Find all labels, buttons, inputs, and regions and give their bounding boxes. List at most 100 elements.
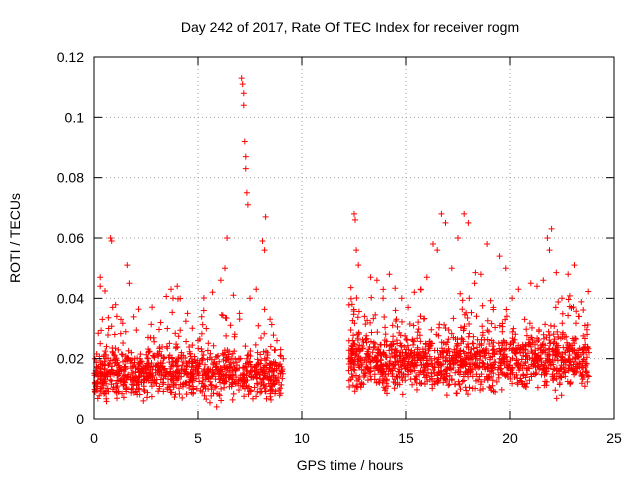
data-point bbox=[394, 374, 401, 381]
data-point bbox=[398, 343, 405, 350]
data-point bbox=[231, 331, 238, 338]
data-point bbox=[199, 348, 205, 355]
data-point bbox=[160, 388, 167, 395]
data-point bbox=[121, 363, 128, 370]
data-point bbox=[183, 379, 190, 386]
data-point bbox=[111, 331, 118, 338]
data-point bbox=[188, 358, 195, 365]
data-point bbox=[175, 333, 182, 340]
data-point bbox=[445, 336, 452, 343]
data-point bbox=[92, 389, 98, 395]
data-point bbox=[495, 374, 502, 381]
data-point bbox=[422, 381, 428, 388]
data-point bbox=[577, 369, 584, 376]
data-point bbox=[484, 375, 491, 382]
data-point bbox=[523, 332, 530, 339]
data-point bbox=[355, 308, 362, 315]
data-point bbox=[205, 340, 212, 347]
data-point bbox=[353, 384, 360, 391]
data-point bbox=[216, 376, 223, 383]
data-point bbox=[102, 362, 109, 369]
data-point bbox=[378, 341, 384, 348]
data-point bbox=[353, 295, 360, 301]
data-point bbox=[222, 314, 229, 321]
data-point bbox=[279, 375, 286, 382]
data-point bbox=[419, 346, 426, 353]
data-point bbox=[123, 376, 130, 383]
data-point bbox=[368, 376, 375, 383]
data-point bbox=[584, 354, 590, 361]
data-point bbox=[382, 371, 389, 378]
data-point bbox=[476, 373, 483, 380]
data-point bbox=[538, 361, 545, 368]
data-point bbox=[142, 362, 149, 369]
data-point bbox=[578, 380, 585, 387]
data-point bbox=[579, 376, 586, 383]
data-point bbox=[347, 284, 354, 291]
data-point bbox=[415, 319, 422, 326]
data-point bbox=[366, 359, 373, 366]
data-point bbox=[95, 373, 102, 380]
data-point bbox=[239, 375, 246, 382]
data-point bbox=[154, 360, 161, 367]
data-point bbox=[188, 375, 195, 381]
data-point bbox=[354, 377, 360, 384]
data-point bbox=[160, 375, 167, 382]
data-point bbox=[384, 390, 390, 397]
data-point bbox=[149, 304, 156, 311]
data-point bbox=[137, 358, 144, 365]
data-point bbox=[443, 348, 450, 355]
data-point bbox=[351, 356, 358, 363]
data-point bbox=[397, 332, 404, 339]
data-point bbox=[420, 354, 426, 361]
data-point bbox=[490, 304, 497, 311]
data-point bbox=[144, 394, 150, 401]
data-point bbox=[222, 265, 228, 272]
data-point bbox=[174, 344, 181, 351]
data-point bbox=[360, 339, 367, 345]
data-point bbox=[351, 388, 358, 395]
data-point bbox=[183, 338, 190, 345]
data-point bbox=[542, 321, 549, 328]
data-point bbox=[394, 352, 401, 359]
data-point bbox=[157, 364, 164, 371]
data-point bbox=[364, 377, 371, 384]
data-point bbox=[581, 344, 588, 351]
data-point bbox=[257, 366, 264, 373]
data-point bbox=[440, 349, 447, 356]
data-point bbox=[497, 362, 504, 369]
data-point bbox=[424, 355, 431, 362]
data-point bbox=[156, 383, 163, 390]
data-point bbox=[94, 395, 101, 402]
data-point bbox=[376, 349, 383, 356]
data-point bbox=[227, 322, 234, 329]
data-point bbox=[533, 354, 540, 361]
data-point bbox=[148, 321, 155, 328]
data-point bbox=[422, 340, 429, 347]
data-point bbox=[435, 324, 442, 331]
data-point bbox=[526, 354, 533, 361]
data-point bbox=[437, 360, 444, 367]
data-point bbox=[578, 298, 585, 305]
data-point bbox=[218, 385, 225, 392]
data-point bbox=[242, 153, 249, 160]
data-point bbox=[443, 373, 450, 380]
data-point bbox=[477, 387, 484, 394]
data-point bbox=[566, 356, 573, 363]
data-point bbox=[487, 354, 494, 361]
data-point bbox=[166, 370, 173, 377]
data-point bbox=[548, 225, 555, 232]
data-point bbox=[126, 280, 133, 287]
data-point bbox=[487, 297, 494, 304]
data-point bbox=[458, 335, 465, 342]
data-point bbox=[414, 386, 420, 393]
data-point bbox=[213, 383, 220, 390]
data-point bbox=[513, 361, 520, 367]
data-point bbox=[128, 369, 135, 376]
data-point bbox=[461, 350, 468, 357]
data-point bbox=[476, 363, 483, 370]
data-point bbox=[240, 383, 247, 390]
data-point bbox=[535, 328, 542, 335]
data-point bbox=[103, 343, 110, 350]
